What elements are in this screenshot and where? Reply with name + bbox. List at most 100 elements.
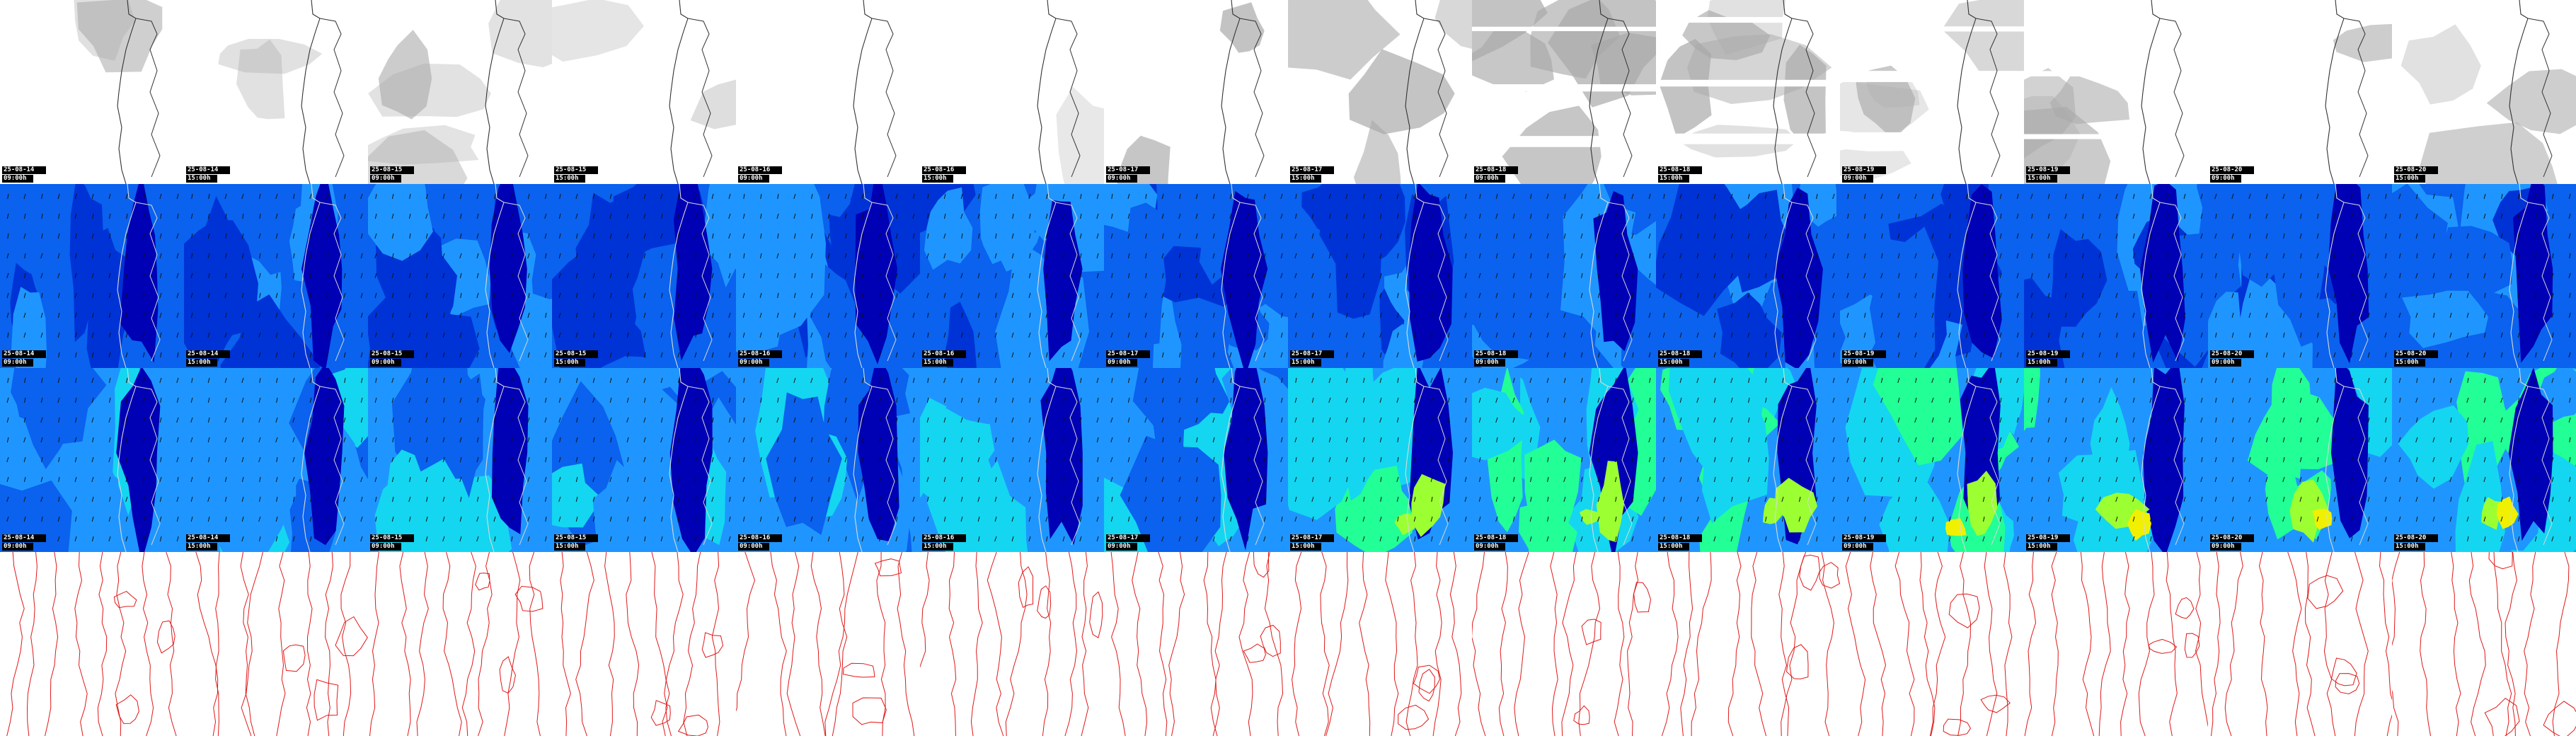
isobar-line xyxy=(2304,552,2316,736)
wind-arrow xyxy=(207,437,210,443)
wind-arrow xyxy=(207,476,210,483)
wind-arrow xyxy=(1379,437,1382,443)
wind-arrow xyxy=(292,516,295,522)
isobar-line xyxy=(529,552,541,736)
wind-arrow xyxy=(1931,456,1934,463)
wind-arrow xyxy=(1294,312,1297,318)
timestamp-label: 25-08-19 09:00h xyxy=(1842,166,1886,183)
forecast-date: 25-08-17 xyxy=(1106,350,1150,358)
isobar-line xyxy=(2024,552,2037,736)
wind-arrow xyxy=(1965,476,1968,483)
wind-arrow xyxy=(1948,253,1951,259)
wind-arrow xyxy=(558,516,561,522)
wind-arrow xyxy=(2466,312,2469,318)
wind-arrow xyxy=(391,292,394,299)
wind-speed-low-map-tile: 25-08-20 15:00h xyxy=(2392,184,2576,368)
wind-arrow xyxy=(2282,377,2285,384)
wind-arrow xyxy=(2384,456,2387,463)
wind-arrow xyxy=(1161,456,1164,463)
wind-arrow xyxy=(960,213,963,219)
wind-speed-zone xyxy=(920,422,936,498)
timestamp-label: 25-08-18 15:00h xyxy=(1658,166,1702,183)
wind-arrow xyxy=(742,312,745,318)
wind-arrow xyxy=(1294,476,1297,483)
wind-arrow xyxy=(275,437,278,443)
coastline xyxy=(2141,184,2161,368)
wind-arrow xyxy=(2231,233,2234,239)
wind-speed-zone xyxy=(1301,184,1372,239)
wind-arrow xyxy=(493,213,496,219)
wind-arrow xyxy=(2149,292,2152,299)
wind-arrow xyxy=(861,476,864,483)
wind-speed-zone xyxy=(1763,498,1785,524)
wind-arrow xyxy=(1028,292,1031,299)
wind-arrow xyxy=(476,213,479,219)
wind-arrow xyxy=(1263,253,1266,259)
wind-arrow xyxy=(1880,332,1883,338)
wind-arrow xyxy=(1062,536,1065,542)
wind-arrow xyxy=(2517,213,2520,219)
forecast-date: 25-08-19 xyxy=(1842,534,1886,542)
wind-arrow xyxy=(1765,536,1767,542)
wind-arrow xyxy=(677,352,680,358)
wind-arrow xyxy=(711,437,714,443)
wind-arrow xyxy=(2016,292,2019,299)
cloud-patch xyxy=(1219,2,1265,53)
isobars-map-tile xyxy=(920,552,1104,736)
wind-speed-low-map-tile: 25-08-16 09:00h xyxy=(736,184,920,368)
wind-arrow xyxy=(1280,292,1283,299)
wind-arrow xyxy=(660,272,663,279)
wind-arrow xyxy=(1447,516,1450,522)
wind-arrow xyxy=(176,496,179,502)
country-border xyxy=(1055,18,1081,178)
wind-arrow xyxy=(2081,516,2084,522)
wind-arrow xyxy=(2432,476,2435,483)
wind-arrow xyxy=(960,516,963,522)
cloud-patch xyxy=(1941,0,2024,79)
wind-arrow xyxy=(391,397,394,403)
forecast-date: 25-08-16 xyxy=(922,350,966,358)
wind-arrow xyxy=(1747,332,1750,338)
timestamp-label: 25-08-16 09:00h xyxy=(738,350,782,367)
wind-arrow xyxy=(943,233,946,239)
wind-arrow xyxy=(2016,213,2019,219)
wind-arrow xyxy=(510,193,513,200)
wind-arrow xyxy=(1730,516,1733,522)
wind-arrow xyxy=(2316,292,2319,299)
cloud-patch xyxy=(2049,74,2129,125)
wind-arrow xyxy=(1229,352,1232,358)
wind-arrow xyxy=(275,536,278,542)
wind-arrow xyxy=(1079,233,1082,239)
wind-arrow xyxy=(1999,456,2002,463)
missing-data-strip xyxy=(1656,133,1840,144)
country-border xyxy=(503,202,529,362)
coastline xyxy=(1773,184,1793,368)
wind-arrow xyxy=(309,193,312,200)
wind-arrow xyxy=(1914,352,1917,358)
wind-arrow xyxy=(776,476,779,483)
wind-arrow xyxy=(459,397,462,403)
wind-arrow xyxy=(1764,437,1767,443)
wind-arrow xyxy=(1880,397,1883,403)
wind-arrow xyxy=(57,516,60,522)
wind-arrow xyxy=(1563,292,1566,299)
wind-arrow xyxy=(125,377,128,384)
wind-arrow xyxy=(643,312,646,318)
wind-arrow xyxy=(994,272,997,279)
isobar-loop xyxy=(514,585,544,612)
isobar-line xyxy=(1385,552,1399,736)
wind-arrow xyxy=(1464,437,1467,443)
wind-arrow xyxy=(1195,193,1198,200)
forecast-date: 25-08-19 xyxy=(2026,350,2070,358)
wind-arrow xyxy=(1999,292,2002,299)
wind-arrow xyxy=(1495,253,1498,259)
wind-arrow xyxy=(2183,352,2186,358)
wind-arrow xyxy=(1110,476,1113,483)
coastline xyxy=(2325,0,2345,184)
country-border xyxy=(2159,202,2185,362)
wind-arrow xyxy=(326,352,329,358)
wind-arrow xyxy=(493,397,496,403)
wind-arrow xyxy=(23,397,26,403)
wind-arrow xyxy=(677,496,680,502)
wind-arrow xyxy=(759,253,762,259)
